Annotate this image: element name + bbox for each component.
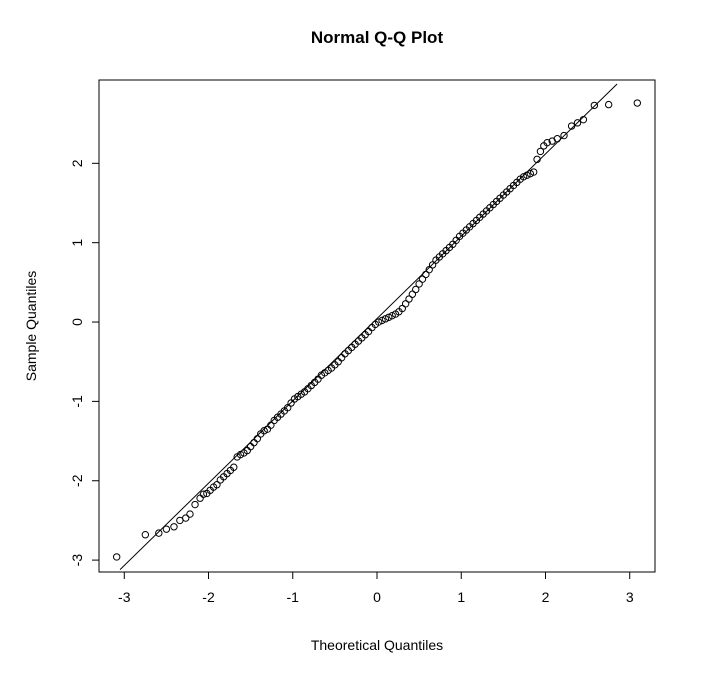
data-point — [155, 529, 163, 537]
data-point — [267, 421, 275, 429]
data-point — [408, 290, 417, 298]
points-group — [112, 99, 642, 561]
data-point — [428, 261, 437, 269]
data-point — [260, 427, 268, 435]
x-tick-label: -3 — [118, 589, 131, 605]
data-point — [388, 311, 396, 320]
data-point — [246, 442, 255, 451]
data-point — [253, 434, 262, 443]
data-point — [381, 315, 390, 323]
data-point — [526, 169, 535, 178]
data-point — [199, 490, 208, 498]
y-tick-label: -1 — [69, 395, 85, 408]
chart-title: Normal Q-Q Plot — [311, 28, 444, 47]
x-tick-label: 2 — [542, 589, 550, 605]
data-point — [590, 101, 599, 110]
data-point — [415, 280, 423, 288]
data-point — [633, 99, 642, 107]
data-point — [230, 463, 238, 471]
x-tick-label: 0 — [373, 589, 381, 605]
data-point — [213, 481, 221, 489]
data-point — [573, 119, 582, 127]
data-point — [418, 275, 427, 283]
x-tick-label: 3 — [626, 589, 634, 605]
data-point — [112, 553, 121, 561]
data-point — [412, 285, 420, 294]
data-point — [425, 265, 433, 274]
y-tick-label: -2 — [69, 474, 85, 487]
data-point — [162, 525, 171, 533]
data-point — [401, 300, 410, 308]
data-point — [579, 115, 588, 124]
x-tick-label: -1 — [287, 589, 300, 605]
plot-frame — [98, 79, 656, 573]
data-point — [236, 450, 245, 459]
data-point — [533, 155, 541, 164]
data-point — [567, 122, 576, 130]
data-point — [604, 100, 613, 109]
data-point — [543, 138, 551, 147]
data-point — [141, 531, 150, 539]
data-point — [452, 236, 460, 244]
data-point — [536, 147, 545, 156]
y-tick-label: -3 — [69, 554, 85, 567]
data-point — [182, 514, 190, 522]
y-tick-label: 0 — [69, 318, 85, 326]
x-axis-label: Theoretical Quantiles — [311, 637, 443, 653]
x-tick-label: 1 — [457, 589, 465, 605]
y-tick-label: 1 — [69, 239, 85, 247]
data-point — [170, 523, 178, 531]
data-point — [553, 135, 561, 143]
data-point — [337, 354, 346, 362]
y-axis-label: Sample Quantiles — [23, 271, 39, 382]
data-point — [560, 131, 568, 140]
data-point — [398, 304, 406, 313]
data-point — [196, 494, 204, 502]
data-point — [191, 500, 199, 509]
data-point — [523, 171, 531, 179]
data-point — [374, 318, 383, 326]
data-point — [284, 404, 292, 412]
x-tick-label: -2 — [202, 589, 215, 605]
y-tick-label: 2 — [69, 159, 85, 167]
data-point — [405, 295, 413, 303]
data-point — [378, 316, 386, 325]
data-point — [529, 168, 538, 176]
data-point — [422, 270, 430, 279]
data-point — [186, 510, 194, 518]
y-axis: -3 -2 -1 0 1 2 — [69, 159, 100, 567]
x-axis: -3 -2 -1 0 1 2 3 — [118, 571, 634, 605]
data-point — [250, 438, 258, 447]
data-point — [519, 173, 528, 181]
data-point — [385, 313, 393, 321]
